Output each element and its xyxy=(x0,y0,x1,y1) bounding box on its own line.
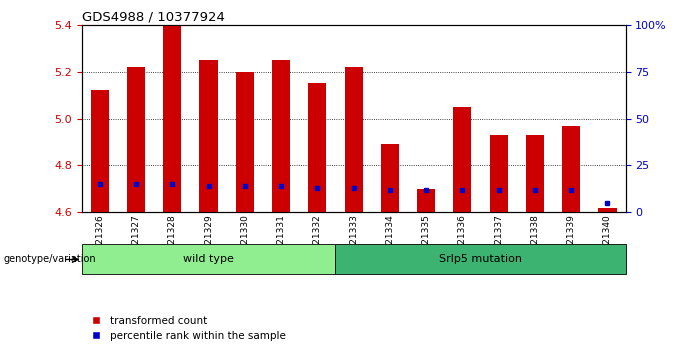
Bar xyxy=(199,60,218,212)
Bar xyxy=(598,208,617,212)
Bar xyxy=(82,244,335,274)
Bar xyxy=(490,135,508,212)
Bar xyxy=(417,189,435,212)
Text: genotype/variation: genotype/variation xyxy=(3,255,96,264)
Bar xyxy=(335,244,626,274)
Bar xyxy=(127,67,145,212)
Text: wild type: wild type xyxy=(183,254,234,264)
Bar xyxy=(381,144,399,212)
Text: GDS4988 / 10377924: GDS4988 / 10377924 xyxy=(82,11,224,24)
Bar xyxy=(163,25,182,212)
Bar xyxy=(90,91,109,212)
Bar xyxy=(454,107,471,212)
Text: Srlp5 mutation: Srlp5 mutation xyxy=(439,254,522,264)
Bar xyxy=(526,135,544,212)
Bar xyxy=(345,67,362,212)
Bar xyxy=(308,84,326,212)
Bar xyxy=(236,72,254,212)
Bar xyxy=(562,126,580,212)
Legend: transformed count, percentile rank within the sample: transformed count, percentile rank withi… xyxy=(87,312,290,345)
Bar xyxy=(272,60,290,212)
